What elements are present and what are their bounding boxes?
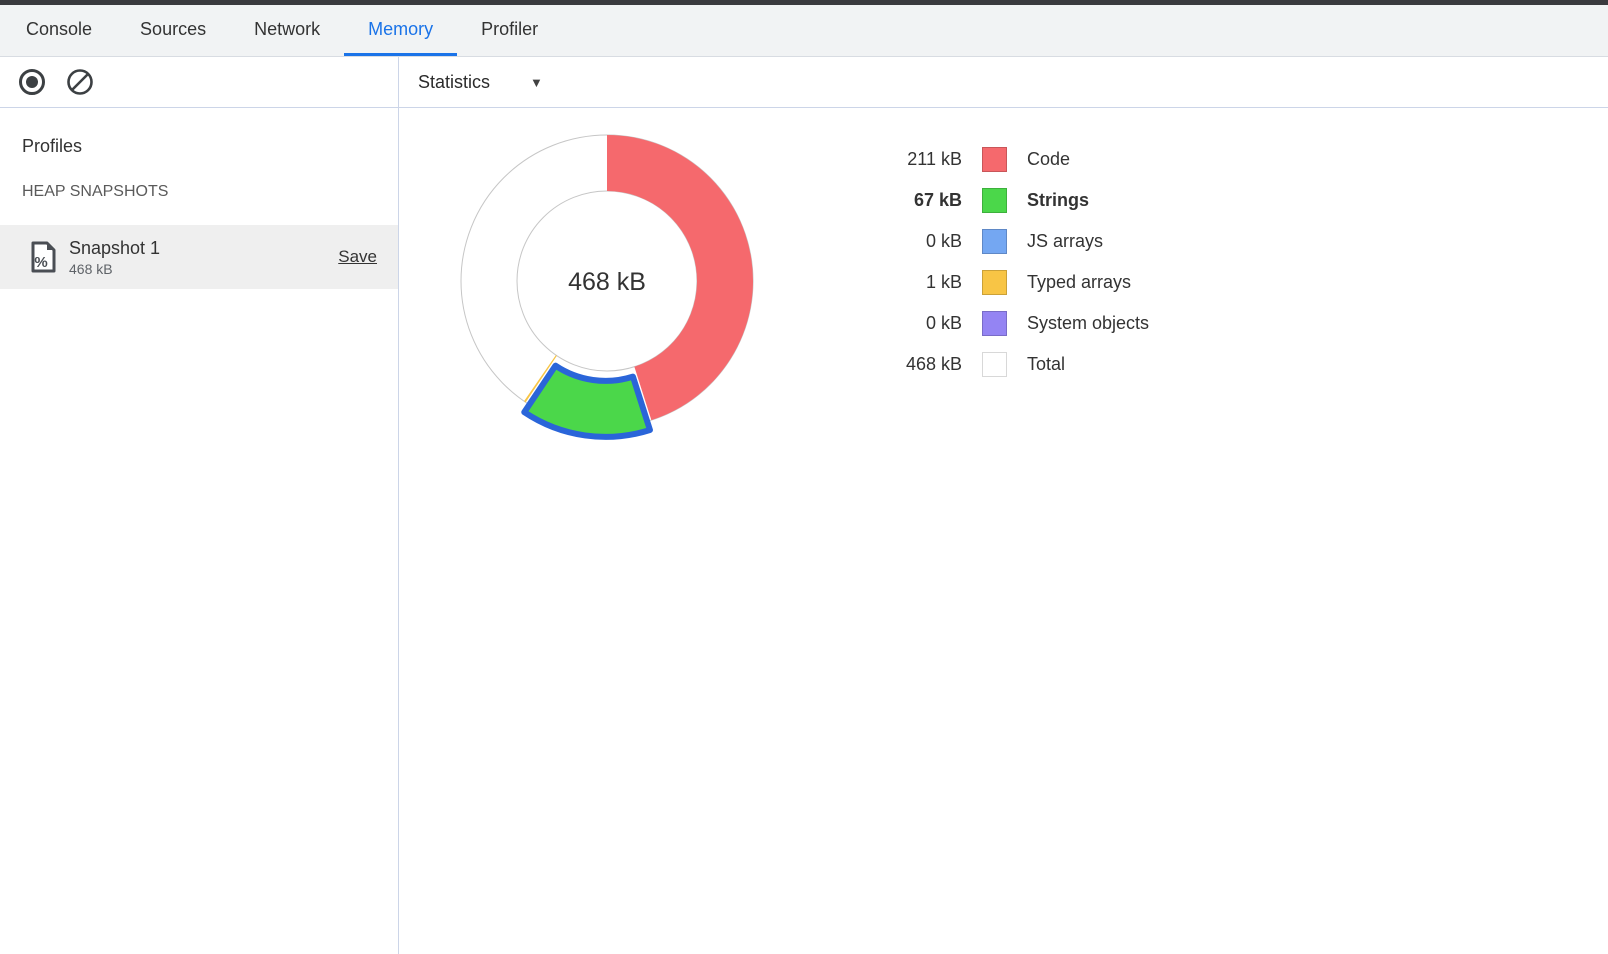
tab-network[interactable]: Network [230,5,344,56]
snapshot-meta: Snapshot 1 468 kB [69,238,338,277]
pie-slice-code[interactable] [607,135,753,421]
legend-value-typed-arrays: 1 kB [925,272,962,292]
tab-profiler-label: Profiler [481,18,539,39]
legend-swatch-typed-arrays [982,270,1007,295]
heap-statistics-donut-chart: 468 kB [437,111,777,451]
legend-row-total[interactable]: 468 kB Total [858,344,1149,385]
legend-row-typed-arrays[interactable]: 1 kB Typed arrays [858,262,1149,303]
legend-row-code[interactable]: 211 kB Code [858,139,1149,180]
tab-console[interactable]: Console [2,5,116,56]
snapshot-list-item[interactable]: % Snapshot 1 468 kB Save [0,225,398,289]
legend-label-typed-arrays: Typed arrays [1027,272,1132,292]
legend-row-strings[interactable]: 67 kB Strings [858,180,1149,221]
profiles-title: Profiles [22,136,83,156]
profiles-toolbar [0,57,398,108]
legend-swatch-system-objects [982,311,1007,336]
perspective-dropdown[interactable]: Statistics ▼ [418,72,543,93]
heap-statistics-legend: 211 kB Code 67 kB Strings 0 kB JS arrays 1 kB T… [858,139,1149,385]
legend-label-total: Total [1027,354,1066,374]
tab-sources-label: Sources [140,18,207,39]
tab-memory-label: Memory [368,18,434,39]
legend-value-js-arrays: 0 kB [925,231,962,251]
tab-sources[interactable]: Sources [116,5,230,56]
legend-value-system-objects: 0 kB [925,313,962,333]
statistics-toolbar: Statistics ▼ [399,57,1608,108]
legend-swatch-total [982,352,1007,377]
legend-value-total: 468 kB [905,354,962,374]
legend-swatch-js-arrays [982,229,1007,254]
block-icon [67,69,93,95]
legend-swatch-code [982,147,1007,172]
legend-label-code: Code [1027,149,1071,169]
heap-snapshots-section-title: HEAP SNAPSHOTS [22,183,169,200]
legend-swatch-strings [982,188,1007,213]
donut-center-total-label: 468 kB [568,268,646,296]
tab-network-label: Network [254,18,321,39]
heap-snapshot-document-icon: % [31,241,56,273]
memory-main-pane: Statistics ▼ 468 kB 211 kB Code 67 kB Strin… [399,57,1608,954]
legend-row-js-arrays[interactable]: 0 kB JS arrays [858,221,1149,262]
save-link[interactable]: Save [338,247,377,266]
record-icon [19,69,45,95]
pie-slice-strings[interactable] [521,362,653,440]
legend-label-system-objects: System objects [1027,313,1150,333]
pie-slice-typed-arrays[interactable] [524,355,557,403]
record-heap-snapshot-button[interactable] [18,68,46,96]
snapshot-name: Snapshot 1 [69,237,161,258]
panel-tabbar: Console Sources Network Memory Profiler [0,5,1608,57]
clear-profiles-button[interactable] [66,68,94,96]
legend-value-strings: 67 kB [913,190,962,210]
window-top-strip [0,0,1608,5]
legend-label-js-arrays: JS arrays [1027,231,1104,251]
snapshot-size: 468 kB [69,260,113,277]
legend-label-strings: Strings [1027,190,1090,210]
chevron-down-icon: ▼ [530,74,543,90]
statistics-chart-area: 468 kB 211 kB Code 67 kB Strings 0 kB JS arra… [399,108,1608,954]
panel-body: Profiles HEAP SNAPSHOTS % Snapshot 1 468… [0,57,1608,954]
profiles-sidebar: Profiles HEAP SNAPSHOTS % Snapshot 1 468… [0,57,399,954]
legend-value-code: 211 kB [907,149,962,169]
perspective-dropdown-label: Statistics [418,71,491,92]
tab-profiler[interactable]: Profiler [457,5,562,56]
profiles-list: Profiles HEAP SNAPSHOTS % Snapshot 1 468… [0,108,398,954]
legend-row-system-objects[interactable]: 0 kB System objects [858,303,1149,344]
svg-text:%: % [34,254,47,271]
tab-console-label: Console [26,18,93,39]
tab-memory[interactable]: Memory [344,5,458,56]
